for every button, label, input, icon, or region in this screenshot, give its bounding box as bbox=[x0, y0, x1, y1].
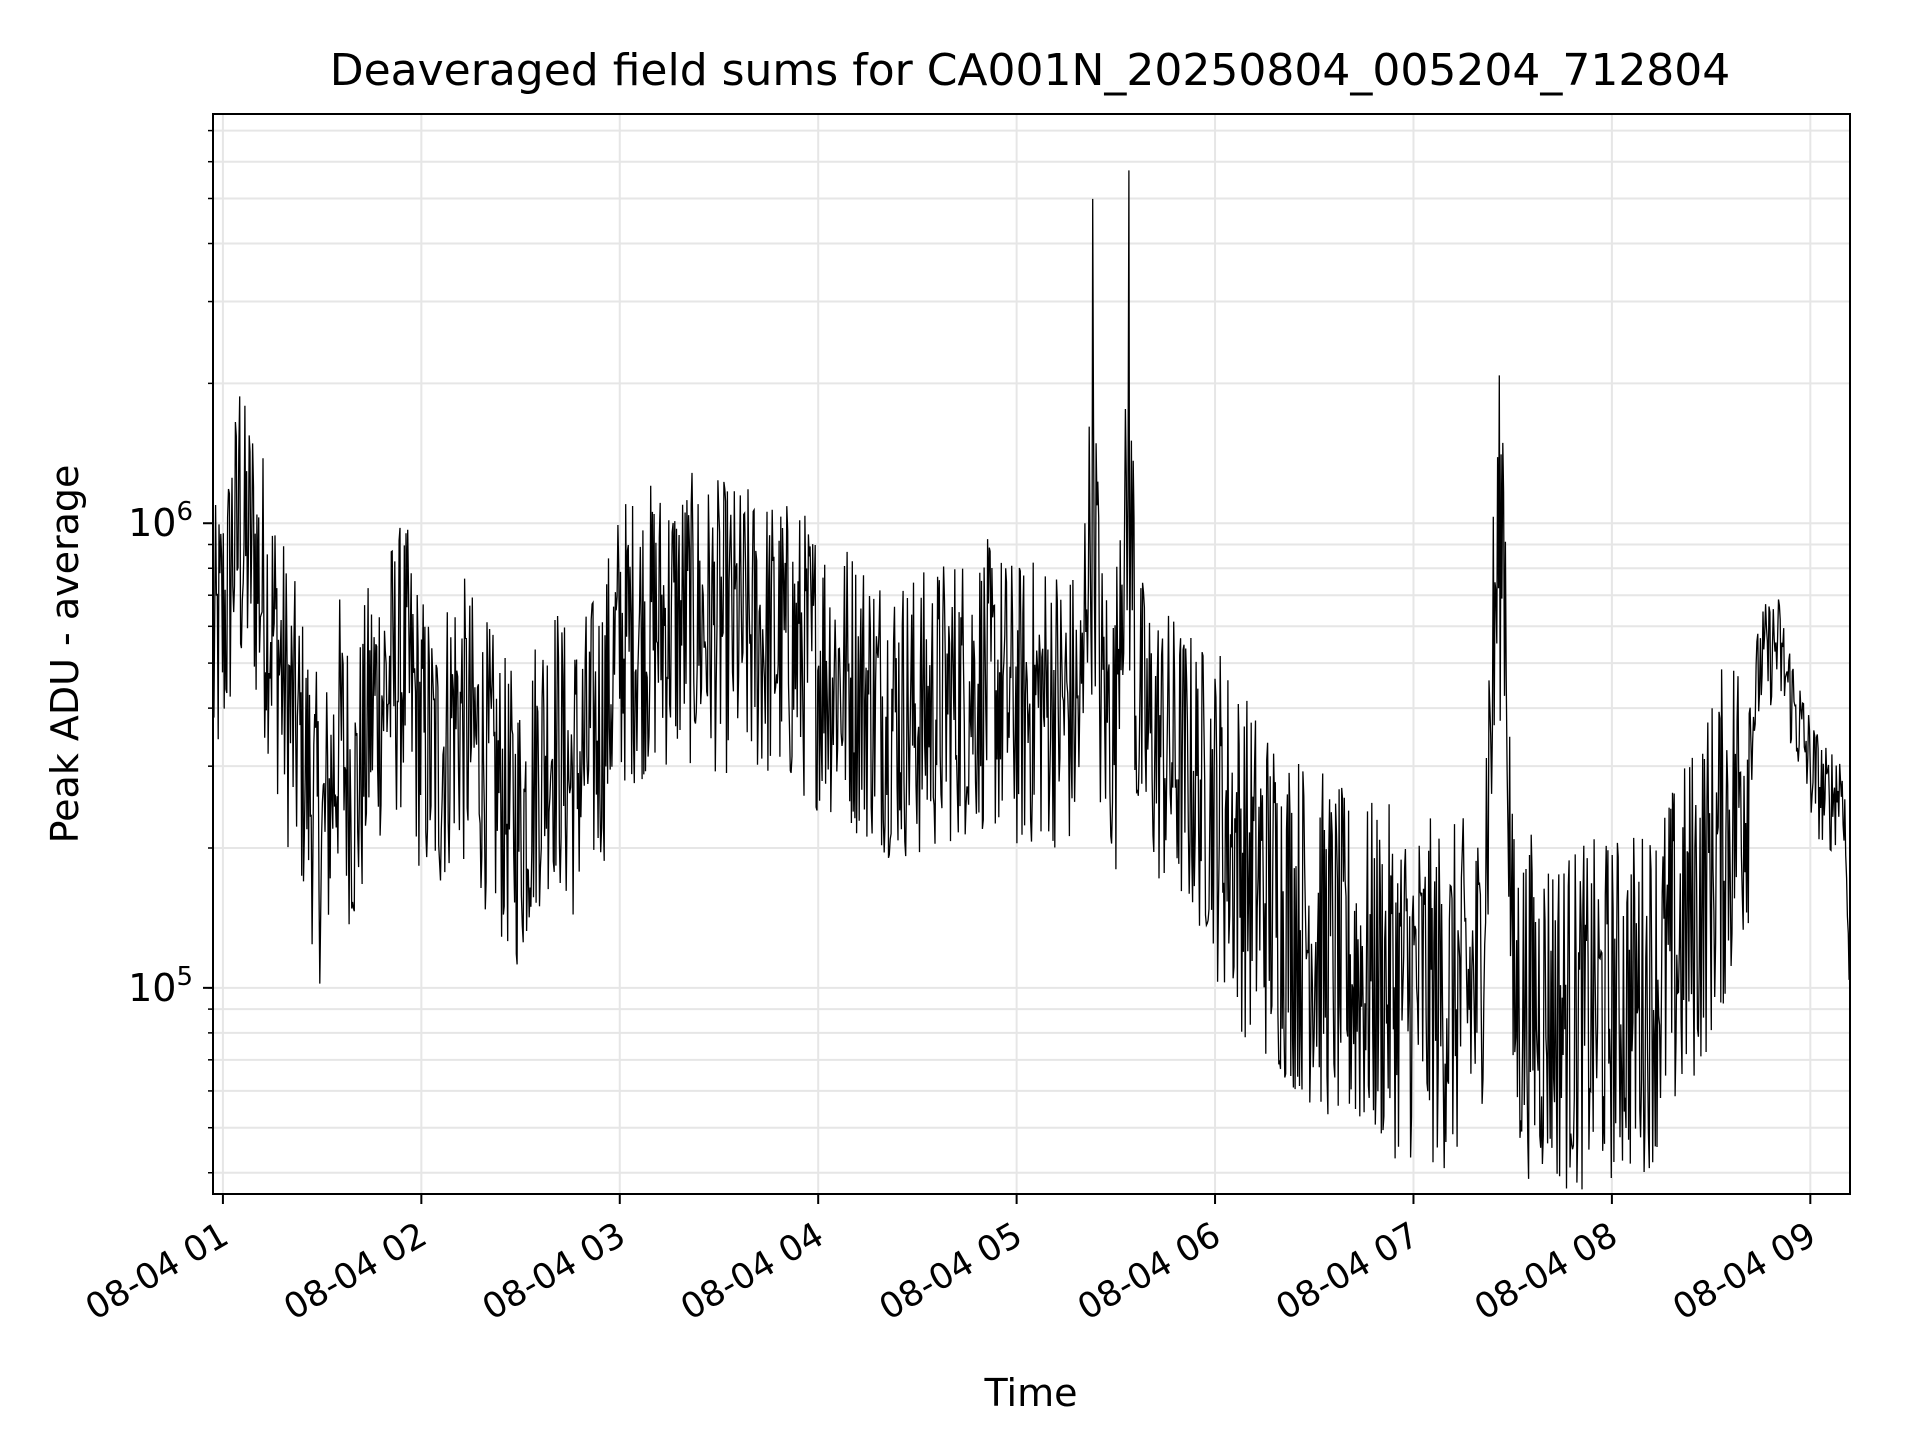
chart-title: Deaveraged field sums for CA001N_2025080… bbox=[330, 45, 1731, 96]
plot-frame bbox=[212, 113, 1851, 1195]
y-tick-label: 105 bbox=[128, 962, 193, 1010]
grid-layer bbox=[213, 114, 1850, 1194]
plot-clip-group bbox=[213, 170, 1850, 1190]
y-tick-label: 106 bbox=[128, 497, 193, 545]
series-line bbox=[213, 170, 1850, 1190]
x-axis-label: Time bbox=[984, 1371, 1078, 1415]
y-axis-label: Peak ADU - average bbox=[43, 465, 87, 844]
